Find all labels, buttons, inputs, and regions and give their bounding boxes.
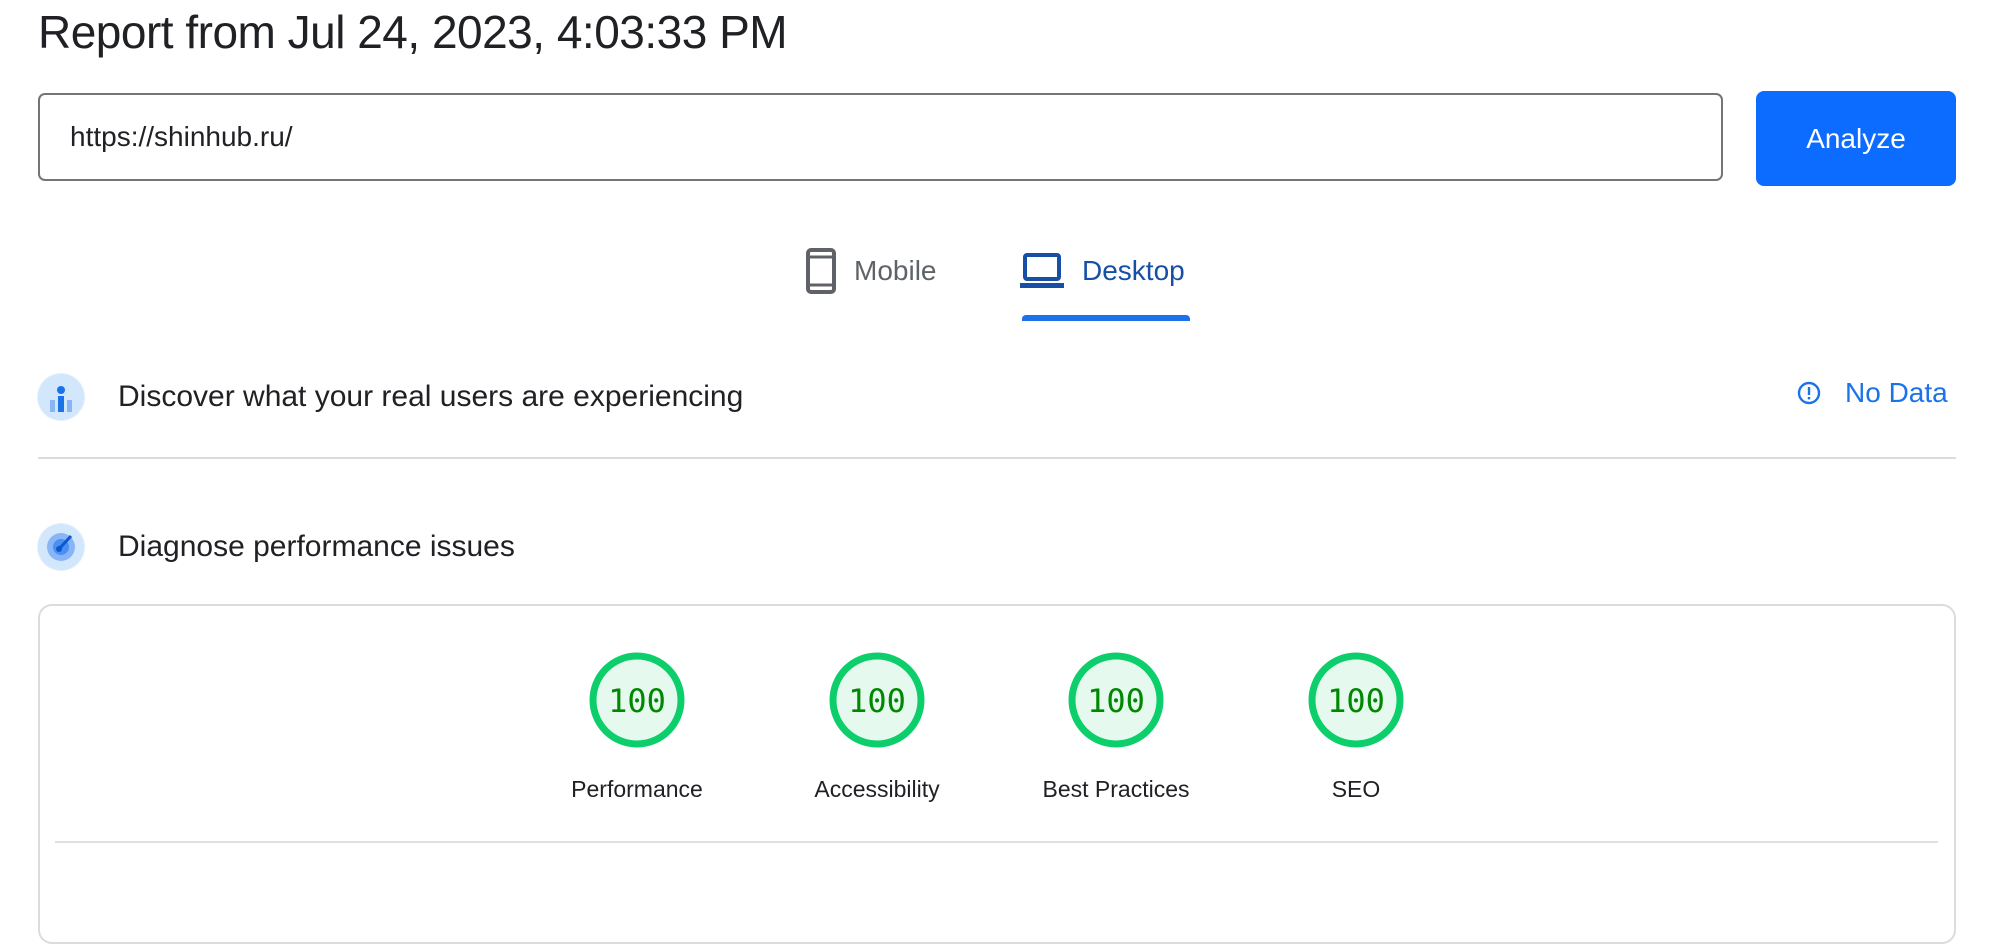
active-tab-indicator	[1022, 315, 1190, 321]
section-divider	[38, 457, 1956, 459]
gauge-seo[interactable]: 100 SEO	[1246, 650, 1466, 803]
score-ring: 100	[829, 652, 925, 748]
scores-card	[38, 604, 1956, 944]
tab-mobile[interactable]: Mobile	[806, 246, 936, 296]
smartphone-icon	[806, 248, 836, 294]
gauge-label: SEO	[1331, 776, 1381, 802]
score-ring: 100	[589, 652, 685, 748]
diagnose-gauge-icon	[37, 523, 85, 571]
lab-data-title: Diagnose performance issues	[118, 530, 515, 563]
gauge-accessibility[interactable]: 100 Accessibility	[767, 650, 987, 803]
info-icon	[1797, 381, 1821, 405]
tab-desktop[interactable]: Desktop	[1020, 246, 1185, 296]
score-value: 100	[608, 682, 666, 720]
card-divider	[55, 841, 1938, 843]
url-input[interactable]	[38, 93, 1723, 181]
gauge-label: Best Practices	[1042, 776, 1190, 802]
no-data-link[interactable]: No Data	[1797, 377, 1948, 409]
score-value: 100	[1327, 682, 1385, 720]
tab-desktop-label: Desktop	[1082, 255, 1185, 286]
field-data-title: Discover what your real users are experi…	[118, 380, 744, 413]
no-data-label: No Data	[1845, 377, 1948, 408]
score-value: 100	[848, 682, 906, 720]
tab-mobile-label: Mobile	[854, 255, 937, 286]
score-ring: 100	[1068, 652, 1164, 748]
gauge-label: Accessibility	[814, 776, 940, 802]
laptop-icon	[1020, 253, 1064, 288]
score-value: 100	[1087, 682, 1145, 720]
score-ring: 100	[1308, 652, 1404, 748]
gauge-performance[interactable]: 100 Performance	[527, 650, 747, 803]
page-title: Report from Jul 24, 2023, 4:03:33 PM	[38, 6, 788, 58]
users-chart-icon	[37, 373, 85, 421]
analyze-button[interactable]: Analyze	[1756, 91, 1956, 186]
gauge-best-practices[interactable]: 100 Best Practices	[1006, 650, 1226, 803]
gauge-label: Performance	[571, 776, 703, 802]
